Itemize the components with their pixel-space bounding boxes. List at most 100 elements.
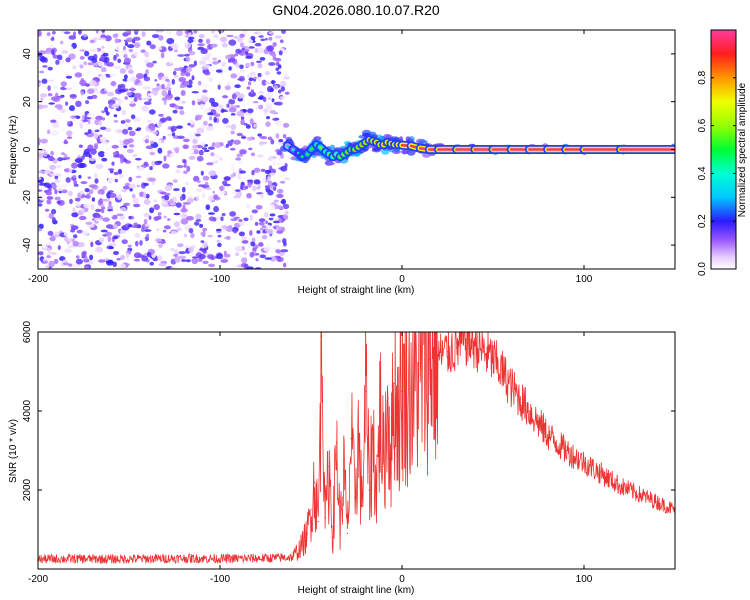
heatmap-noise-blob [80,90,85,96]
heatmap-noise-blob [169,198,173,204]
heatmap-noise-blob [146,62,155,68]
heatmap-noise-blob [87,96,93,100]
heatmap-noise-blob [208,146,215,150]
heatmap-noise-blob [271,98,275,103]
heatmap-noise-blob [51,49,55,55]
heatmap-ridge-halo [327,162,336,166]
heatmap-noise-blob [167,184,174,187]
heatmap-noise-blob [265,121,271,127]
heatmap-noise-blob [42,260,48,264]
heatmap-noise-blob [258,241,264,247]
heatmap-noise-blob [119,229,125,234]
heatmap-noise-blob [40,56,47,63]
heatmap-noise-blob [210,102,219,107]
snr-panel: -200 -100 0 100 2000 4000 6000 Height of stra… [8,320,676,596]
snr-point [365,390,367,392]
heatmap-noise-blob [198,38,203,43]
heatmap-noise-blob [72,175,77,178]
heatmap-noise-blob [40,138,48,144]
heatmap-noise-blob [275,249,282,254]
heatmap-noise-blob [50,119,57,123]
heatmap-noise-blob [200,141,206,147]
heatmap-noise-blob [73,180,78,185]
heatmap-noise-blob [160,240,166,244]
heatmap-noise-blob [269,88,274,92]
heatmap-noise-blob [72,65,77,70]
spectrogram-ridge [280,129,675,166]
heatmap-noise-blob [278,50,283,56]
heatmap-noise-blob [155,30,164,33]
heatmap-noise-blob [178,255,187,259]
snr-y-axis: 2000 4000 6000 [22,320,675,501]
heatmap-noise-blob [150,125,156,131]
heatmap-noise-blob [38,195,46,201]
heatmap-noise-blob [40,245,48,251]
heatmap-noise-blob [129,183,136,190]
snr-point [314,481,316,483]
heatmap-noise-blob [61,152,65,156]
heatmap-noise-blob [90,241,94,248]
heatmap-noise-blob [233,216,240,219]
heatmap-noise-blob [278,218,283,223]
heatmap-noise-blob [38,138,41,145]
heatmap-noise-blob [95,115,103,121]
heatmap-noise-blob [51,130,59,137]
heatmap-noise-blob [202,227,208,232]
heatmap-noise-blob [268,62,276,66]
heatmap-noise-blob [248,77,254,82]
heatmap-noise-blob [273,199,280,203]
heatmap-noise-blob [83,203,91,209]
heatmap-noise-blob [256,154,264,158]
colorbar-tick-label: 0.4 [697,166,708,180]
heatmap-noise-blob [188,155,196,160]
heatmap-noise-blob [127,244,132,248]
heatmap-noise-blob [223,176,231,181]
heatmap-noise-blob [54,196,61,201]
heatmap-noise-blob [205,187,212,191]
heatmap-noise-blob [165,30,171,35]
heatmap-noise-blob [283,76,290,80]
heatmap-noise-blob [161,90,167,97]
heatmap-noise-blob [267,175,271,182]
heatmap-noise-blob [46,196,53,200]
heatmap-noise-blob [229,147,236,151]
heatmap-noise-blob [235,189,241,192]
heatmap-noise-blob [257,72,262,78]
heatmap-noise-blob [165,129,172,134]
heatmap-noise-blob [281,198,286,205]
heatmap-noise-blob [132,36,141,41]
heatmap-noise-blob [81,155,85,160]
heatmap-noise-blob [127,44,135,49]
heatmap-noise-blob [184,233,187,238]
heatmap-noise-blob [166,153,171,158]
heatmap-noise-blob [128,130,136,137]
heatmap-noise-blob [173,249,178,254]
heatmap-noise-blob [222,180,228,186]
heatmap-noise-blob [195,213,202,220]
heatmap-noise-blob [260,168,266,172]
heatmap-noise-blob [270,139,275,145]
heatmap-noise-blob [202,260,209,264]
heatmap-noise-blob [228,39,237,46]
snr-point [339,528,341,531]
heatmap-noise-blob [249,118,254,125]
snr-point [324,517,327,519]
heatmap-noise-blob [105,111,110,116]
heatmap-noise-blob [208,170,217,177]
heatmap-noise-blob [250,90,254,94]
heatmap-noise-blob [100,208,105,214]
heatmap-noise-blob [114,45,123,51]
heatmap-noise-blob [208,58,213,64]
heatmap-noise-blob [161,83,165,90]
heatmap-noise-blob [240,119,245,126]
heatmap-noise-blob [174,147,179,154]
heatmap-noise-blob [48,260,55,267]
heatmap-noise-blob [98,237,105,243]
snr-point [638,493,640,495]
heatmap-noise-blob [72,234,78,239]
heatmap-noise-blob [184,182,190,186]
heatmap-noise-blob [183,214,188,217]
heatmap-noise-blob [156,255,163,262]
heatmap-noise-blob [240,70,245,77]
heatmap-noise-blob [220,259,229,263]
